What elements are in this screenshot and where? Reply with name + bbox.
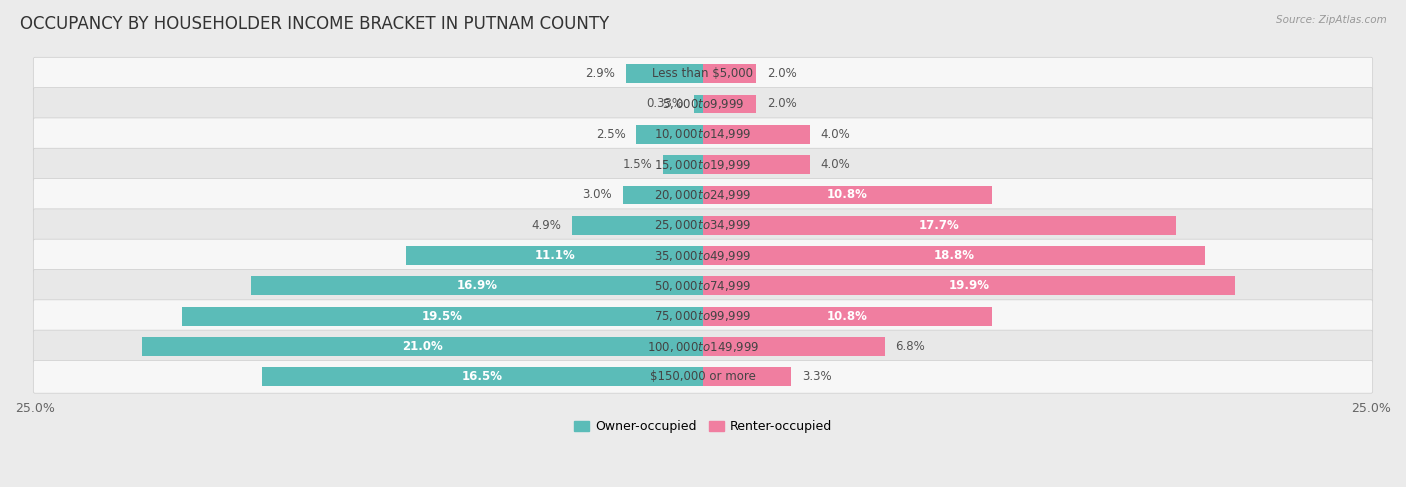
Text: 3.0%: 3.0% [582, 188, 612, 202]
Text: $35,000 to $49,999: $35,000 to $49,999 [654, 248, 752, 262]
Bar [703, 125, 810, 144]
Text: 10.8%: 10.8% [827, 310, 868, 323]
Bar [636, 125, 703, 144]
Text: 0.33%: 0.33% [647, 97, 683, 111]
FancyBboxPatch shape [34, 209, 1372, 242]
Text: $75,000 to $99,999: $75,000 to $99,999 [654, 309, 752, 323]
Text: $20,000 to $24,999: $20,000 to $24,999 [654, 188, 752, 202]
FancyBboxPatch shape [34, 300, 1372, 333]
FancyBboxPatch shape [34, 269, 1372, 302]
Bar [181, 307, 703, 326]
FancyBboxPatch shape [34, 360, 1372, 393]
Bar [142, 337, 703, 356]
Text: 2.0%: 2.0% [768, 97, 797, 111]
Text: 6.8%: 6.8% [896, 340, 925, 353]
Bar [703, 64, 756, 83]
Bar [703, 246, 1205, 265]
FancyBboxPatch shape [34, 148, 1372, 181]
FancyBboxPatch shape [34, 57, 1372, 90]
Text: Less than $5,000: Less than $5,000 [652, 67, 754, 80]
FancyBboxPatch shape [34, 239, 1372, 272]
Text: 2.9%: 2.9% [585, 67, 614, 80]
Text: 4.9%: 4.9% [531, 219, 561, 232]
Bar [703, 277, 1234, 295]
Text: 19.5%: 19.5% [422, 310, 463, 323]
Bar [703, 367, 792, 386]
Bar [703, 216, 1175, 235]
FancyBboxPatch shape [34, 179, 1372, 211]
FancyBboxPatch shape [34, 330, 1372, 363]
Text: 17.7%: 17.7% [920, 219, 960, 232]
Text: 11.1%: 11.1% [534, 249, 575, 262]
Bar [703, 155, 810, 174]
Bar [662, 155, 703, 174]
Bar [262, 367, 703, 386]
Text: 3.3%: 3.3% [801, 370, 831, 383]
Bar [626, 64, 703, 83]
Bar [703, 186, 991, 205]
Text: 21.0%: 21.0% [402, 340, 443, 353]
FancyBboxPatch shape [34, 88, 1372, 120]
Text: 19.9%: 19.9% [949, 280, 990, 292]
Bar [406, 246, 703, 265]
Text: 10.8%: 10.8% [827, 188, 868, 202]
Bar [623, 186, 703, 205]
Bar [703, 94, 756, 113]
Bar [572, 216, 703, 235]
Text: $15,000 to $19,999: $15,000 to $19,999 [654, 158, 752, 171]
Text: $50,000 to $74,999: $50,000 to $74,999 [654, 279, 752, 293]
Bar [695, 94, 703, 113]
Text: $5,000 to $9,999: $5,000 to $9,999 [662, 97, 744, 111]
Text: 2.0%: 2.0% [768, 67, 797, 80]
Bar [252, 277, 703, 295]
Text: 18.8%: 18.8% [934, 249, 974, 262]
Text: 4.0%: 4.0% [821, 128, 851, 141]
Text: Source: ZipAtlas.com: Source: ZipAtlas.com [1275, 15, 1386, 25]
Text: OCCUPANCY BY HOUSEHOLDER INCOME BRACKET IN PUTNAM COUNTY: OCCUPANCY BY HOUSEHOLDER INCOME BRACKET … [20, 15, 609, 33]
Text: 16.5%: 16.5% [463, 370, 503, 383]
Text: $25,000 to $34,999: $25,000 to $34,999 [654, 218, 752, 232]
Text: $150,000 or more: $150,000 or more [650, 370, 756, 383]
Bar [703, 337, 884, 356]
Text: $10,000 to $14,999: $10,000 to $14,999 [654, 127, 752, 141]
FancyBboxPatch shape [34, 118, 1372, 150]
Text: $100,000 to $149,999: $100,000 to $149,999 [647, 339, 759, 354]
Text: 4.0%: 4.0% [821, 158, 851, 171]
Text: 16.9%: 16.9% [457, 280, 498, 292]
Legend: Owner-occupied, Renter-occupied: Owner-occupied, Renter-occupied [568, 415, 838, 438]
Bar [703, 307, 991, 326]
Text: 1.5%: 1.5% [623, 158, 652, 171]
Text: 2.5%: 2.5% [596, 128, 626, 141]
